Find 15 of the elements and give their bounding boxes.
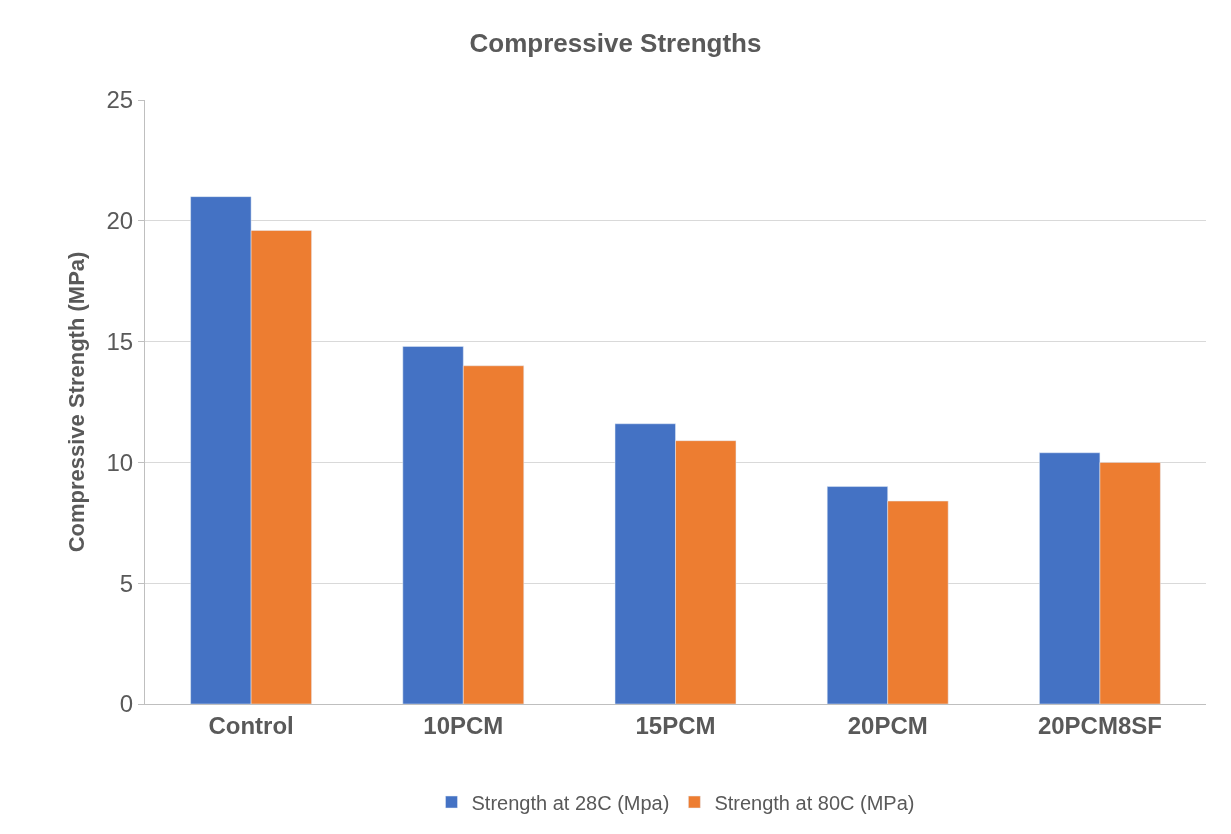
legend-label: Strength at 28C (Mpa): [471, 791, 670, 814]
x-tick-label: 15PCM: [635, 711, 716, 739]
y-tick-label: 0: [119, 690, 134, 718]
y-tick-label: 20: [106, 207, 134, 235]
y-tick-label: 15: [106, 328, 134, 355]
legend-label: Strength at 80C (MPa): [714, 791, 915, 814]
chart-title: Compressive Strengths: [469, 27, 762, 58]
x-tick-label: 20PCM: [847, 711, 928, 739]
y-axis-title: Compressive Strength (MPa): [64, 251, 90, 553]
x-tick-label: Control: [208, 711, 294, 739]
x-tick-label: 20PCM8SF: [1037, 711, 1162, 739]
y-tick-label: 10: [106, 448, 134, 476]
x-tick-label: 10PCM: [423, 711, 504, 739]
y-tick-label: 25: [106, 86, 134, 114]
y-tick-label: 5: [119, 569, 134, 597]
